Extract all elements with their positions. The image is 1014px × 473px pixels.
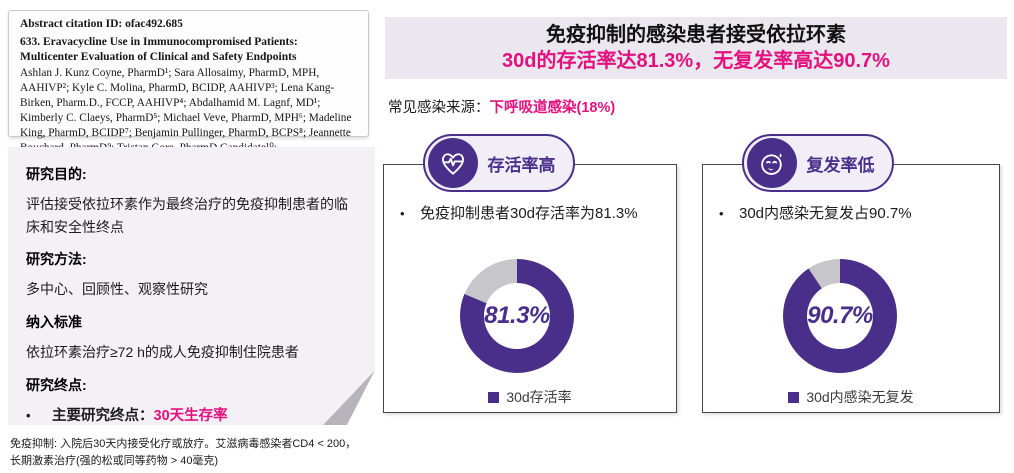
survival-badge-label: 存活率高 (487, 155, 556, 175)
banner-title-line2: 30d的存活率达81.3%，无复发率高达90.7% (502, 50, 890, 72)
survival-legend: 30d存活率 (384, 387, 676, 407)
endpoint-bullet: • 主要研究终点： 30天生存率 (26, 404, 357, 425)
section-heading-objective: 研究目的: (26, 166, 87, 182)
relapse-badge: 复发率低 (742, 134, 894, 192)
survival-donut-chart: 81.3% (460, 259, 574, 373)
relapse-donut-value: 90.7% (807, 302, 873, 329)
section-body-inclusion: 依拉环素治疗≥72 h的成人免疫抑制住院患者 (26, 344, 299, 361)
relapse-legend-label: 30d内感染无复发 (806, 389, 914, 405)
banner-title-line1: 免疫抑制的感染患者接受依拉环素 (546, 24, 846, 46)
bullet-icon: • (26, 407, 31, 423)
survival-card: • 免疫抑制患者30d存活率为81.3% 81.3% 30d存活率 (383, 164, 677, 413)
footnote-line2: 长期激素治疗(强的松或同等药物 > 40毫克) (10, 455, 219, 468)
abstract-citation-box: Abstract citation ID: ofac492.685 633. E… (8, 10, 369, 154)
survival-bullet-row: • 免疫抑制患者30d存活率为81.3% (396, 202, 670, 223)
study-summary-box: 研究目的: 评估接受依拉环素作为最终治疗的免疫抑制患者的临床和安全性终点 研究方… (8, 147, 375, 425)
relapse-badge-label: 复发率低 (806, 155, 875, 175)
legend-swatch-icon (788, 391, 800, 403)
heartbeat-heart-icon (428, 138, 478, 188)
relapse-card: • 30d内感染无复发占90.7% 90.7% 30d内感染无复发 (702, 164, 1000, 413)
citation-id: Abstract citation ID: ofac492.685 (20, 18, 183, 30)
section-body-method: 多中心、回顾性、观察性研究 (26, 281, 208, 298)
title-banner: 免疫抑制的感染患者接受依拉环素 30d的存活率达81.3%，无复发率高达90.7… (385, 17, 1007, 79)
infection-source-label: 常见感染来源： (388, 100, 490, 116)
survival-bullet-text: 免疫抑制患者30d存活率为81.3% (420, 205, 638, 222)
section-body-objective: 评估接受依拉环素作为最终治疗的免疫抑制患者的临床和安全性终点 (26, 196, 348, 235)
legend-swatch-icon (488, 391, 500, 403)
survival-donut-value: 81.3% (484, 302, 550, 329)
relapse-bullet-text: 30d内感染无复发占90.7% (739, 205, 912, 222)
survival-legend-label: 30d存活率 (506, 389, 572, 405)
relapse-donut-chart: 90.7% (783, 259, 897, 373)
bullet-icon: • (719, 206, 724, 221)
donut-hole (807, 283, 873, 349)
folded-corner-icon (323, 369, 375, 425)
survival-badge: 存活率高 (423, 134, 575, 192)
section-heading-method: 研究方法: (26, 251, 87, 268)
abstract-title: 633. Eravacycline Use in Immunocompromis… (20, 36, 298, 64)
sick-face-icon (747, 138, 797, 188)
relapse-legend: 30d内感染无复发 (703, 387, 999, 407)
infection-source-value: 下呼吸道感染(18%) (489, 100, 616, 116)
section-heading-endpoint: 研究终点: (26, 376, 87, 393)
endpoint-value: 30天生存率 (153, 407, 228, 424)
footnote: 免疫抑制: 入院后30天内接受化疗或放疗。艾滋病毒感染者CD4 < 200， 长… (10, 436, 410, 470)
abstract-authors: Ashlan J. Kunz Coyne, PharmD¹; Sara Allo… (20, 67, 352, 154)
section-heading-inclusion: 纳入标准 (26, 314, 82, 331)
bullet-icon: • (400, 206, 405, 221)
relapse-bullet-row: • 30d内感染无复发占90.7% (715, 202, 993, 223)
infection-source-line: 常见感染来源：下呼吸道感染(18%) (388, 96, 615, 117)
donut-hole (484, 283, 550, 349)
endpoint-label: 主要研究终点： (52, 407, 154, 424)
footnote-line1: 免疫抑制: 入院后30天内接受化疗或放疗。艾滋病毒感染者CD4 < 200， (10, 438, 357, 450)
